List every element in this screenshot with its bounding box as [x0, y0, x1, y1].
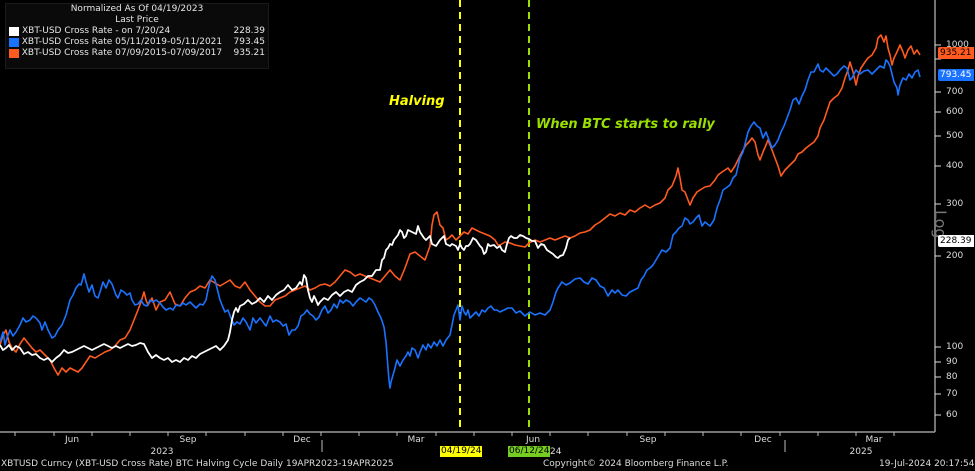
legend-value: 228.39: [233, 26, 266, 36]
legend-swatch-orange: [9, 49, 19, 58]
white-last-value-label: 228.39: [938, 235, 974, 247]
legend-value: 793.45: [233, 37, 266, 47]
legend-item-blue[interactable]: XBT-USD Cross Rate 05/11/2019-05/11/2021…: [6, 37, 268, 48]
footer-timestamp: 19-Jul-2024 20:17:54: [879, 459, 975, 469]
x-tick-sep-2023: Sep: [179, 435, 197, 445]
legend-header-last-price: Last Price: [115, 15, 159, 25]
orange-last-value-label: 935.21: [938, 47, 974, 59]
series-orange-line: [0, 34, 921, 376]
footer-security-description: XBTUSD Curncy (XBT-USD Cross Rate) BTC H…: [1, 459, 394, 469]
y-tick-100: 100: [946, 342, 964, 352]
rally-annotation: When BTC starts to rally: [536, 117, 715, 132]
x-year-2025: 2025: [849, 447, 873, 457]
halving-date-flag: 04/19/24: [440, 446, 483, 457]
footer-copyright: Copyright© 2024 Bloomberg Finance L.P.: [543, 459, 729, 469]
y-tick-600: 600: [946, 107, 964, 117]
y-tick-70: 70: [946, 389, 958, 399]
legend-label: XBT-USD Cross Rate 07/09/2015-07/09/2017: [21, 48, 223, 58]
legend-swatch-white: [9, 27, 19, 36]
series-white-line: [0, 225, 571, 363]
legend-item-white[interactable]: XBT-USD Cross Rate - on 7/20/24 228.39: [6, 26, 268, 37]
rally-date-flag: 06/12/24: [508, 446, 551, 457]
y-tick-80: 80: [946, 372, 958, 382]
x-year-2023: 2023: [150, 447, 174, 457]
x-tick-dec-2024: Dec: [754, 435, 772, 445]
y-tick-200: 200: [946, 251, 964, 261]
y-tick-90: 90: [946, 357, 958, 367]
legend-header-normalized: Normalized As Of 04/19/2023: [70, 4, 204, 14]
y-tick-500: 500: [946, 131, 964, 141]
halving-annotation: Halving: [389, 94, 445, 109]
x-tick-jun-2023: Jun: [64, 435, 80, 445]
x-tick-sep-2024: Sep: [639, 435, 657, 445]
chart-legend: Normalized As Of 04/19/2023 Last Price X…: [5, 3, 269, 69]
y-tick-1000: 1000: [946, 40, 969, 50]
legend-item-orange[interactable]: XBT-USD Cross Rate 07/09/2015-07/09/2017…: [6, 48, 268, 59]
y-tick-300: 300: [946, 199, 964, 209]
x-tick-dec-2023: Dec: [293, 435, 311, 445]
x-tick-jun-2024: Jun: [525, 435, 541, 445]
legend-swatch-blue: [9, 38, 19, 47]
y-axis-ticks: [935, 44, 941, 416]
legend-label: XBT-USD Cross Rate - on 7/20/24: [22, 26, 171, 36]
x-tick-mar-2025: Mar: [865, 435, 883, 445]
blue-last-value-label: 793.45: [938, 69, 974, 81]
series-blue-line: [0, 59, 921, 389]
legend-label: XBT-USD Cross Rate 05/11/2019-05/11/2021: [21, 37, 223, 47]
y-tick-700: 700: [946, 87, 964, 97]
y-tick-60: 60: [946, 410, 958, 420]
x-axis-ticks: [14, 432, 895, 452]
y-tick-400: 400: [946, 161, 964, 171]
x-tick-mar-2024: Mar: [407, 435, 425, 445]
legend-value: 935.21: [233, 48, 266, 58]
